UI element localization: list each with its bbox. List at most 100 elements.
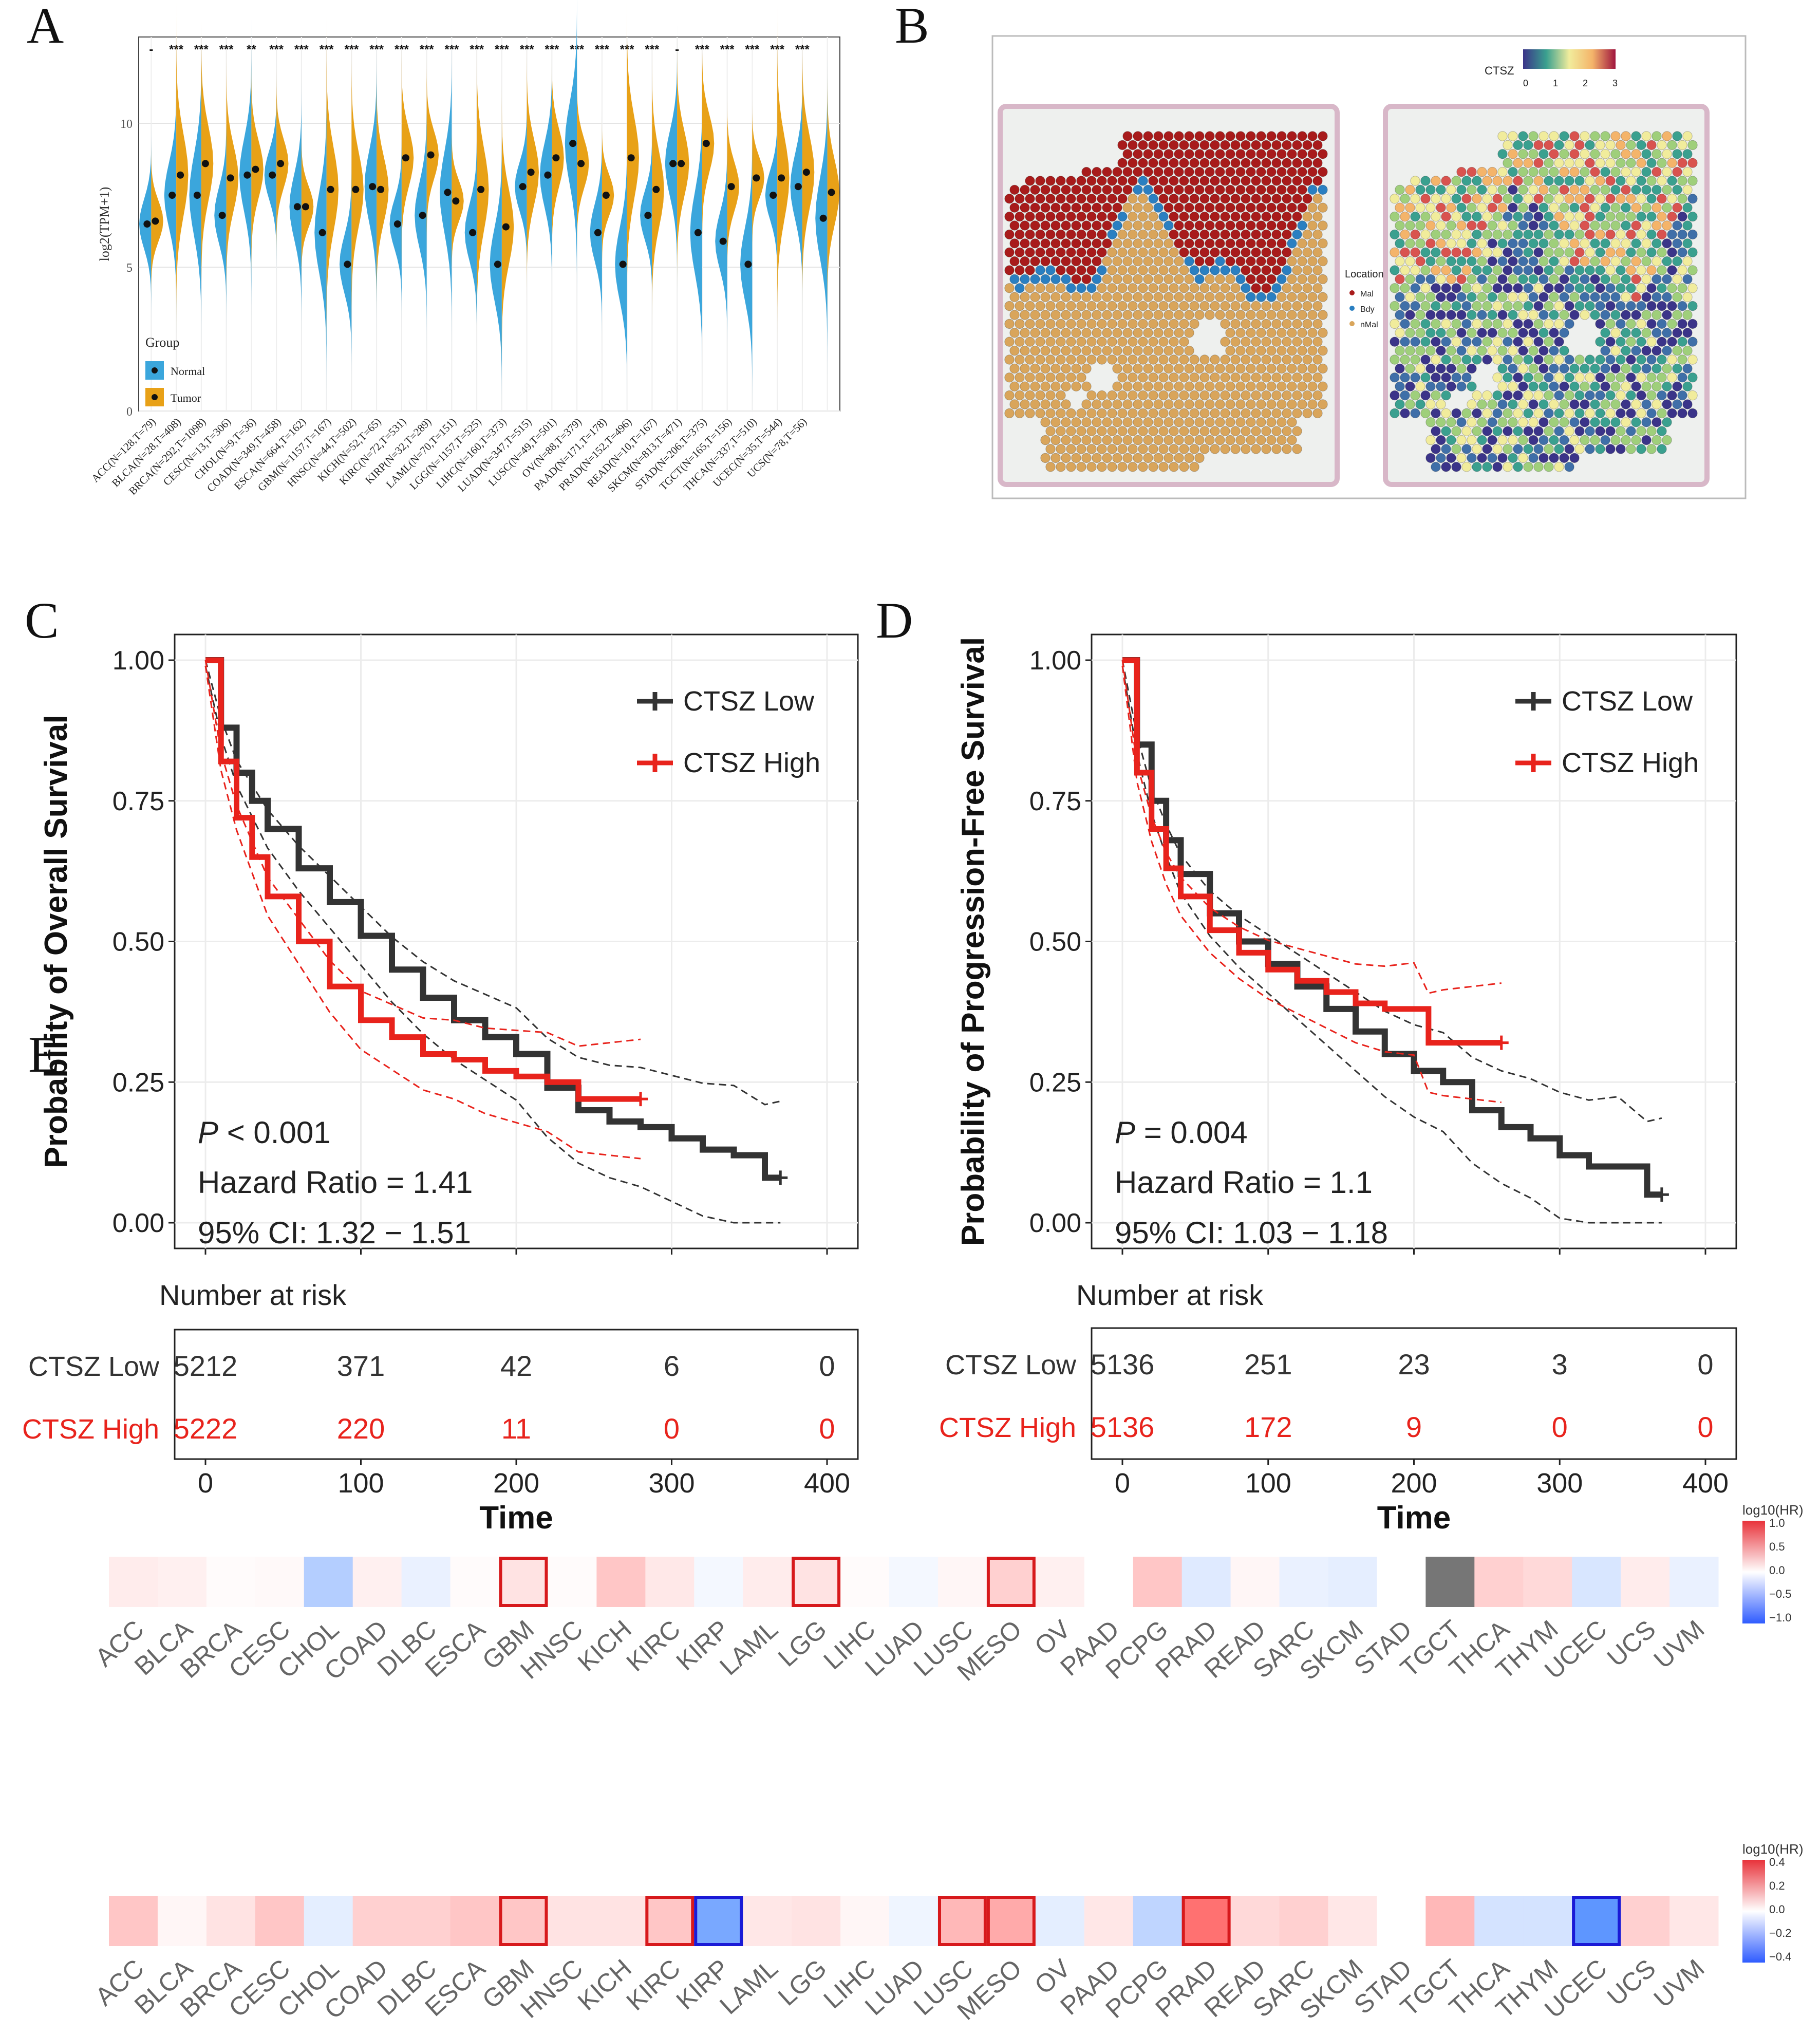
spot bbox=[1400, 283, 1410, 293]
spot bbox=[1672, 399, 1682, 409]
spot bbox=[1235, 149, 1246, 159]
spot bbox=[1071, 363, 1081, 374]
spot bbox=[1410, 211, 1420, 222]
spot bbox=[1117, 319, 1128, 329]
spot bbox=[1199, 301, 1210, 311]
spot bbox=[1431, 390, 1441, 401]
spot bbox=[1261, 426, 1271, 436]
spot bbox=[1081, 381, 1092, 391]
spot bbox=[1076, 229, 1086, 240]
spot bbox=[1133, 166, 1143, 177]
spot bbox=[1179, 194, 1189, 204]
spot bbox=[1621, 328, 1631, 338]
heatmap-cell bbox=[1572, 1557, 1621, 1607]
spot bbox=[1585, 444, 1595, 454]
spot bbox=[1282, 444, 1292, 454]
spot bbox=[1549, 310, 1559, 320]
spot bbox=[1133, 202, 1143, 213]
spot bbox=[1590, 149, 1600, 159]
spot bbox=[1420, 229, 1431, 240]
spot bbox=[1164, 417, 1174, 427]
spot bbox=[1646, 301, 1657, 311]
spot bbox=[1025, 301, 1035, 311]
spot bbox=[1261, 140, 1271, 151]
spot bbox=[1477, 435, 1487, 445]
spot bbox=[1230, 176, 1241, 186]
spot bbox=[1030, 310, 1040, 320]
spot bbox=[1271, 211, 1282, 222]
spot bbox=[1400, 265, 1410, 275]
spot bbox=[1020, 238, 1030, 249]
spot bbox=[1076, 319, 1086, 329]
heatmap-cell bbox=[743, 1557, 792, 1607]
heatmap-legend-tick: 0.0 bbox=[1769, 1903, 1785, 1916]
spot bbox=[1302, 158, 1312, 168]
spot bbox=[1431, 247, 1441, 257]
spot bbox=[1107, 408, 1117, 419]
tumor-median-point bbox=[201, 160, 209, 167]
spot bbox=[1646, 372, 1657, 383]
spot bbox=[1410, 372, 1420, 383]
spot bbox=[1117, 265, 1128, 275]
spot bbox=[1256, 363, 1266, 374]
spot bbox=[1030, 381, 1040, 391]
spot bbox=[1138, 301, 1148, 311]
spot bbox=[1261, 301, 1271, 311]
spot bbox=[1503, 194, 1513, 204]
spot bbox=[1687, 283, 1698, 293]
spot bbox=[1533, 319, 1544, 329]
risk-table-title: Number at risk bbox=[1076, 1279, 1264, 1311]
spot bbox=[1415, 381, 1425, 391]
spot bbox=[1420, 354, 1431, 365]
tumor-median-point bbox=[327, 185, 334, 193]
spot bbox=[1061, 310, 1071, 320]
spot bbox=[1230, 408, 1241, 419]
heatmap-cell bbox=[840, 1896, 890, 1946]
risk-table-value: 5212 bbox=[174, 1350, 238, 1382]
spot bbox=[1585, 354, 1595, 365]
spot bbox=[1261, 229, 1271, 240]
spot bbox=[1518, 220, 1528, 231]
panel-label-d: D bbox=[876, 592, 913, 649]
heatmap-cell bbox=[255, 1896, 305, 1946]
spot bbox=[1210, 194, 1220, 204]
spot bbox=[1657, 211, 1667, 222]
spot bbox=[1518, 166, 1528, 177]
spot bbox=[1184, 328, 1194, 338]
spot bbox=[1230, 194, 1241, 204]
spot bbox=[1235, 435, 1246, 445]
spot bbox=[1230, 265, 1241, 275]
spot bbox=[1045, 390, 1056, 401]
spot bbox=[1636, 247, 1646, 257]
spot bbox=[1585, 283, 1595, 293]
spot bbox=[1220, 301, 1230, 311]
spot bbox=[1174, 220, 1184, 231]
spot bbox=[1390, 337, 1400, 347]
spot bbox=[1307, 310, 1318, 320]
spot bbox=[1102, 453, 1112, 463]
spot bbox=[1621, 399, 1631, 409]
km-y-axis-label: Probability of Overall Survival bbox=[39, 715, 74, 1168]
spot bbox=[1169, 319, 1179, 329]
spot bbox=[1246, 345, 1256, 356]
spot bbox=[1112, 238, 1122, 249]
spot bbox=[1287, 381, 1297, 391]
spot bbox=[1580, 363, 1590, 374]
spot bbox=[1107, 247, 1117, 257]
spot bbox=[1235, 310, 1246, 320]
spot bbox=[1081, 453, 1092, 463]
spot bbox=[1056, 444, 1066, 454]
spot bbox=[1251, 372, 1261, 383]
heatmap-cell bbox=[840, 1557, 890, 1607]
spot bbox=[1133, 292, 1143, 302]
spot bbox=[1261, 283, 1271, 293]
km-y-tick-label: 0.75 bbox=[1029, 787, 1081, 816]
spot bbox=[1081, 238, 1092, 249]
spot bbox=[1133, 328, 1143, 338]
spot bbox=[1307, 166, 1318, 177]
spot bbox=[1179, 337, 1189, 347]
spot bbox=[1415, 184, 1425, 195]
spot bbox=[1148, 390, 1158, 401]
spot bbox=[1307, 292, 1318, 302]
spot bbox=[1225, 274, 1235, 285]
